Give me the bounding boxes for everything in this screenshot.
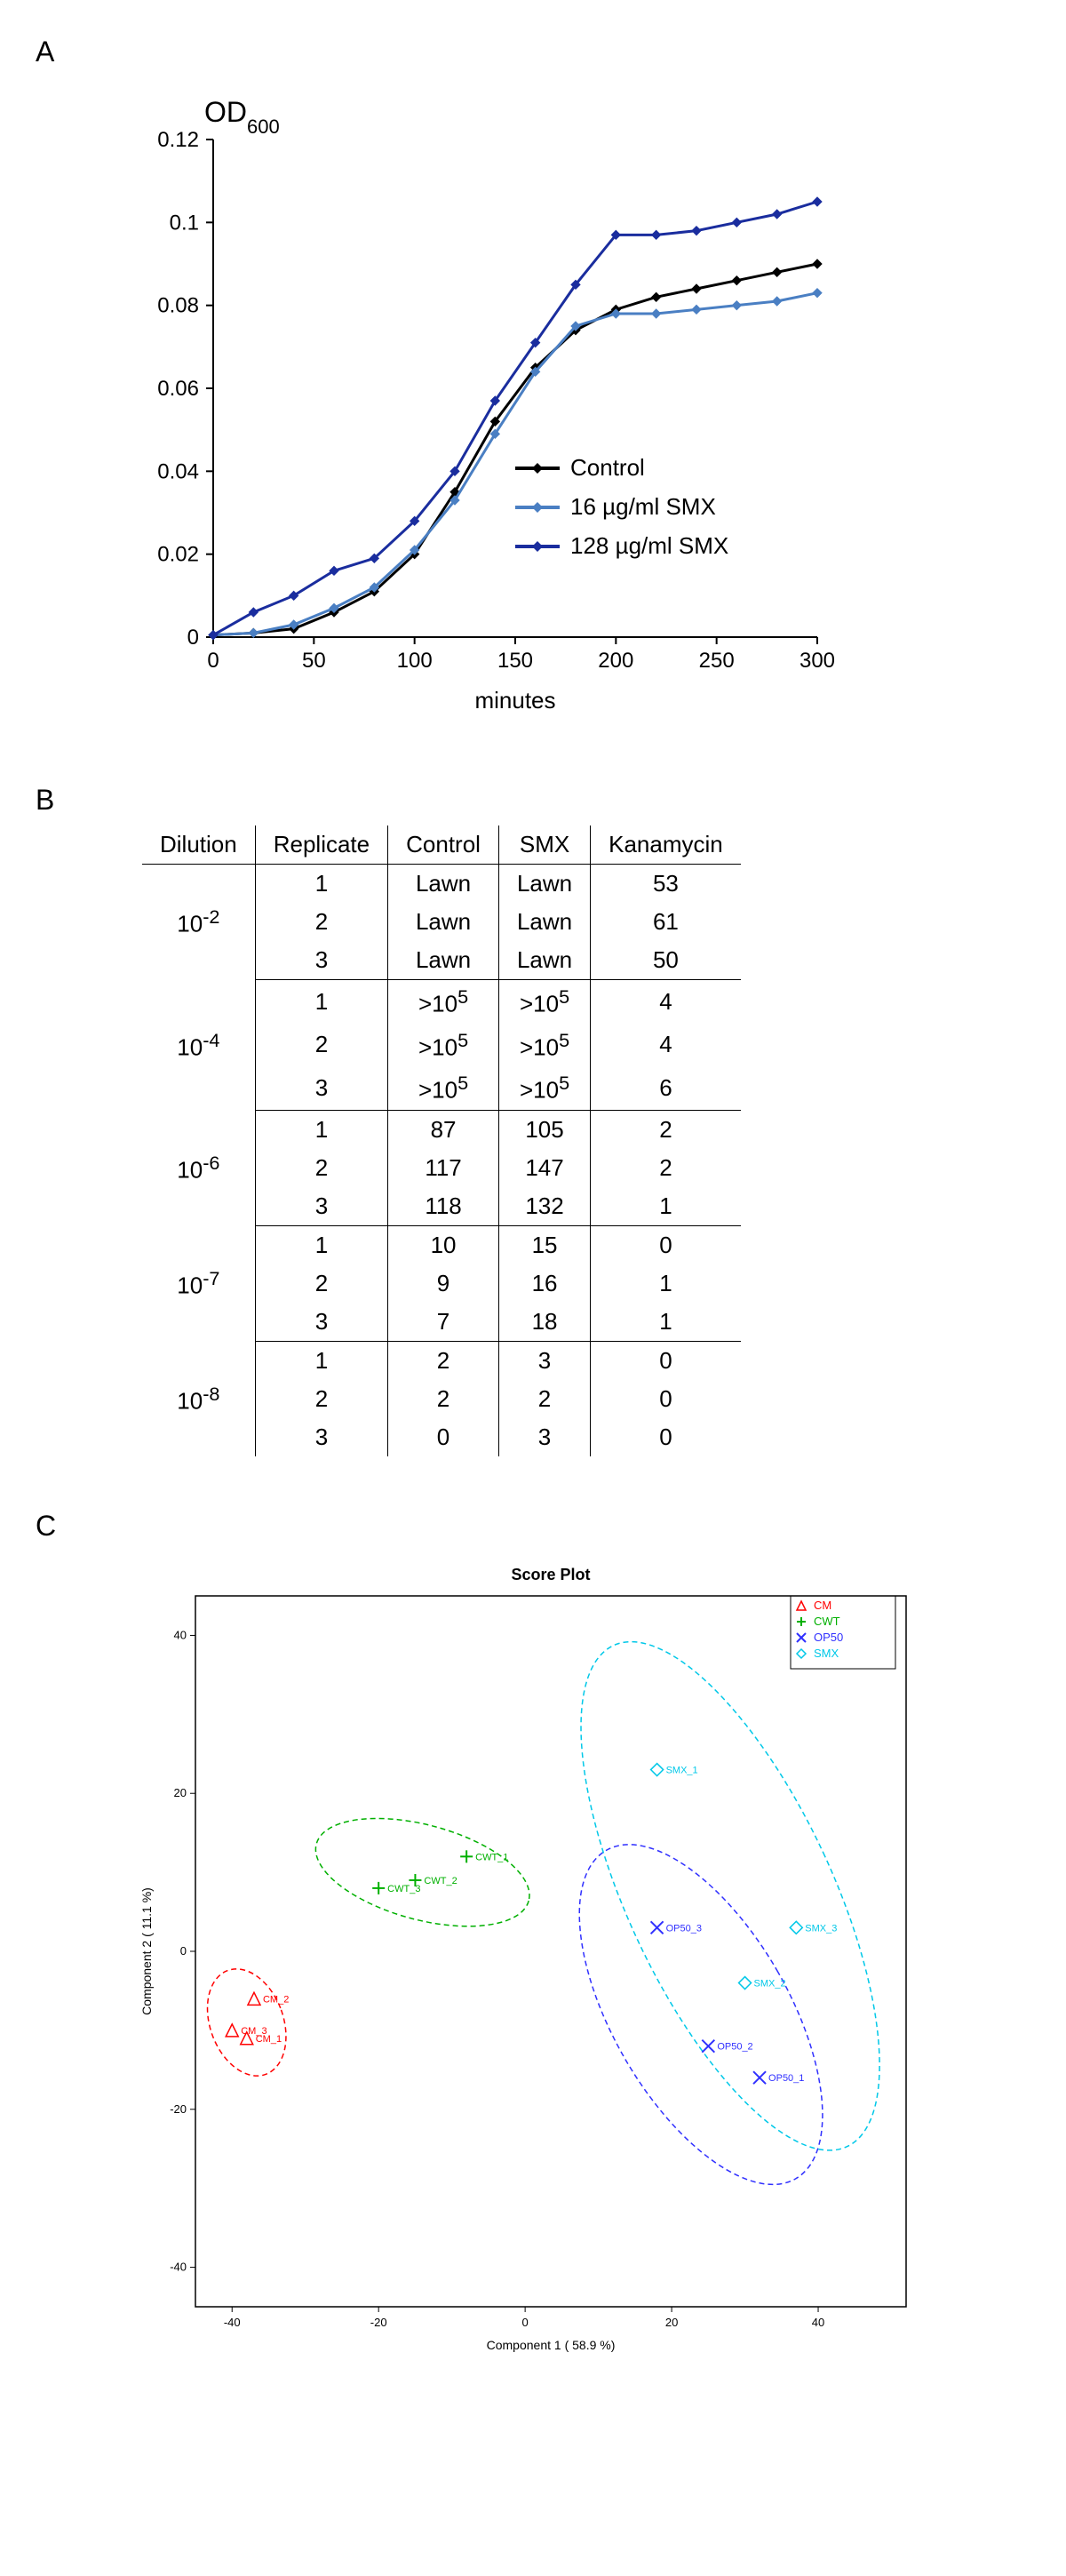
svg-text:100: 100 bbox=[397, 649, 433, 673]
svg-text:0: 0 bbox=[180, 1944, 187, 1958]
table-header: Dilution bbox=[142, 825, 255, 865]
svg-text:0.04: 0.04 bbox=[157, 459, 199, 483]
table-row: 10-41>105>1054 bbox=[142, 980, 741, 1024]
svg-text:40: 40 bbox=[174, 1628, 187, 1641]
svg-text:0.02: 0.02 bbox=[157, 543, 199, 567]
growth-curve-chart: 0 0.02 0.04 0.06 0.08 0.1 0.12 0 50 100 150 200 250 3… bbox=[107, 86, 1030, 730]
svg-text:200: 200 bbox=[598, 649, 633, 673]
svg-text:SMX: SMX bbox=[814, 1647, 839, 1660]
svg-text:CWT_3: CWT_3 bbox=[387, 1884, 420, 1894]
svg-text:OD600: OD600 bbox=[204, 96, 280, 138]
svg-text:CM_2: CM_2 bbox=[263, 1994, 289, 2005]
svg-text:minutes: minutes bbox=[474, 687, 555, 714]
svg-text:SMX_3: SMX_3 bbox=[805, 1923, 837, 1934]
table-row: 10-7110150 bbox=[142, 1225, 741, 1264]
colony-count-table: DilutionReplicateControlSMXKanamycin10-2… bbox=[142, 825, 741, 1456]
svg-text:-20: -20 bbox=[370, 2316, 387, 2329]
svg-text:20: 20 bbox=[665, 2316, 678, 2329]
svg-text:SMX_2: SMX_2 bbox=[754, 1979, 786, 1990]
svg-text:Component 2 ( 11.1 %): Component 2 ( 11.1 %) bbox=[139, 1887, 154, 2015]
svg-text:0: 0 bbox=[187, 626, 199, 650]
svg-text:OP50_3: OP50_3 bbox=[666, 1923, 702, 1934]
score-plot-chart: Score Plot -40 -20 0 20 40 -40 -20 0 20 40 Componen… bbox=[124, 1551, 1030, 2373]
svg-text:0.1: 0.1 bbox=[170, 211, 199, 235]
table-row: 10-21LawnLawn53 bbox=[142, 865, 741, 904]
svg-text:128 µg/ml SMX: 128 µg/ml SMX bbox=[570, 532, 728, 559]
svg-text:0.08: 0.08 bbox=[157, 294, 199, 318]
svg-text:0.06: 0.06 bbox=[157, 377, 199, 401]
svg-text:CWT_1: CWT_1 bbox=[475, 1852, 508, 1862]
svg-text:-40: -40 bbox=[170, 2261, 187, 2274]
svg-text:Control: Control bbox=[570, 454, 645, 481]
table-row: 10-61871052 bbox=[142, 1110, 741, 1149]
svg-text:OP50_1: OP50_1 bbox=[768, 2073, 804, 2084]
svg-text:0.12: 0.12 bbox=[157, 128, 199, 152]
table-header: Control bbox=[388, 825, 499, 865]
panel-b-label: B bbox=[36, 784, 1030, 817]
svg-text:50: 50 bbox=[302, 649, 326, 673]
svg-text:-20: -20 bbox=[170, 2102, 187, 2116]
svg-text:40: 40 bbox=[812, 2316, 824, 2329]
svg-text:OP50_2: OP50_2 bbox=[717, 2042, 752, 2053]
svg-text:SMX_1: SMX_1 bbox=[666, 1766, 698, 1776]
svg-text:300: 300 bbox=[800, 649, 835, 673]
svg-text:Component 1 ( 58.9 %): Component 1 ( 58.9 %) bbox=[487, 2338, 616, 2352]
svg-text:-40: -40 bbox=[224, 2316, 241, 2329]
panel-c-label: C bbox=[36, 1510, 1030, 1543]
svg-text:0: 0 bbox=[522, 2316, 529, 2329]
svg-text:OP50: OP50 bbox=[814, 1631, 843, 1644]
svg-text:150: 150 bbox=[497, 649, 533, 673]
panel-b: B DilutionReplicateControlSMXKanamycin10… bbox=[36, 784, 1030, 1456]
panel-c: C Score Plot -40 -20 0 20 40 -40 -20 0 20 40 Compon… bbox=[36, 1510, 1030, 2373]
panel-a: A 0 0.02 0.04 0.06 0.08 0.1 0.12 0 50 100 150 200 25… bbox=[36, 36, 1030, 730]
svg-text:16 µg/ml SMX: 16 µg/ml SMX bbox=[570, 493, 716, 520]
svg-text:CM_1: CM_1 bbox=[256, 2034, 282, 2045]
svg-text:CM: CM bbox=[814, 1599, 831, 1612]
table-header: SMX bbox=[498, 825, 590, 865]
svg-text:Score Plot: Score Plot bbox=[511, 1566, 590, 1583]
table-row: 10-81230 bbox=[142, 1341, 741, 1380]
svg-text:20: 20 bbox=[174, 1786, 187, 1799]
svg-text:CWT_2: CWT_2 bbox=[424, 1876, 457, 1886]
table-header: Kanamycin bbox=[591, 825, 741, 865]
svg-text:0: 0 bbox=[207, 649, 219, 673]
svg-text:CWT: CWT bbox=[814, 1615, 840, 1628]
panel-a-label: A bbox=[36, 36, 1030, 68]
svg-text:250: 250 bbox=[699, 649, 735, 673]
table-header: Replicate bbox=[255, 825, 387, 865]
